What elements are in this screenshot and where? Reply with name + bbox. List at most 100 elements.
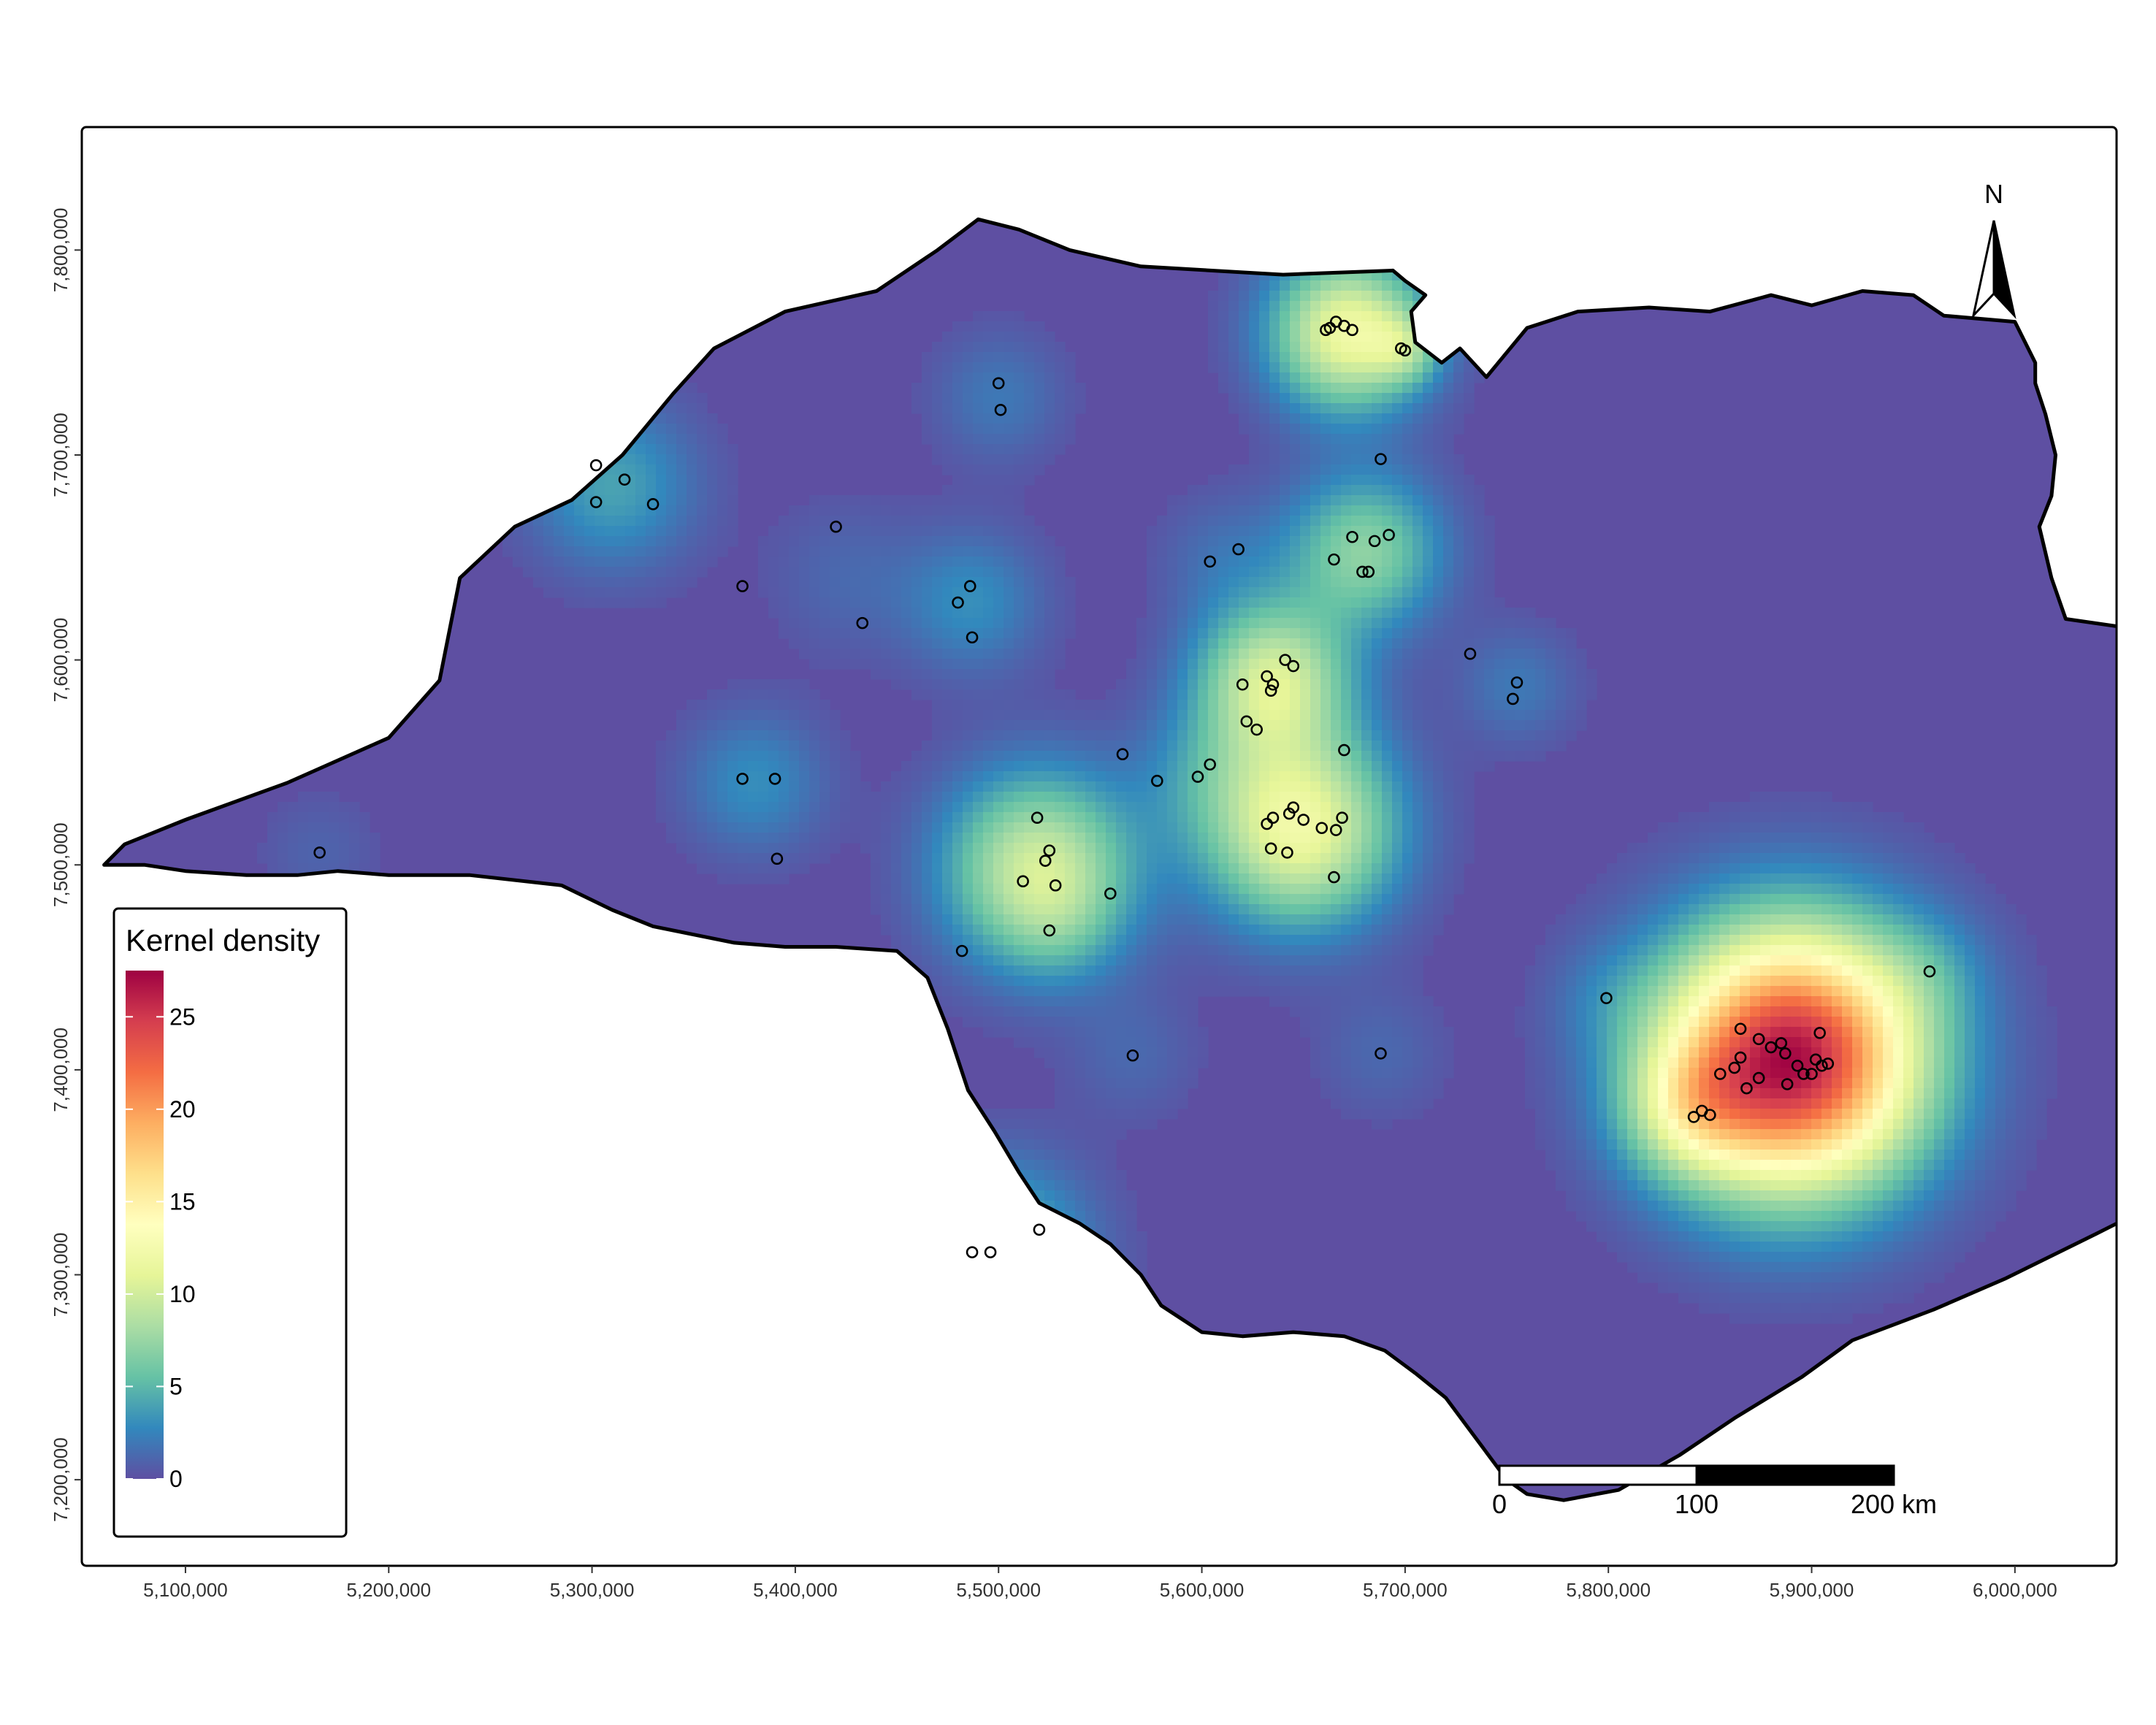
density-cell: [676, 730, 687, 741]
density-cell: [1249, 556, 1260, 567]
density-cell: [1903, 894, 1914, 905]
density-cell: [308, 802, 319, 813]
density-cell: [1188, 546, 1199, 557]
density-cell: [1044, 710, 1055, 721]
density-cell: [1341, 424, 1352, 435]
density-cell: [1096, 904, 1106, 915]
density-cell: [1177, 741, 1188, 751]
density-cell: [1310, 761, 1321, 772]
density-cell: [901, 935, 912, 946]
density-cell: [1382, 669, 1393, 680]
density-cell: [1505, 649, 1515, 659]
density-cell: [1341, 475, 1352, 486]
density-cell: [1433, 812, 1444, 823]
density-cell: [1259, 352, 1270, 363]
density-cell: [799, 792, 810, 803]
density-cell: [1116, 822, 1127, 833]
density-cell: [1065, 751, 1076, 762]
density-cell: [932, 751, 943, 762]
density-cell: [1361, 781, 1372, 792]
density-cell: [1280, 311, 1291, 322]
density-cell: [1453, 454, 1464, 465]
density-cell: [1300, 597, 1311, 608]
density-cell: [1075, 792, 1086, 803]
density-cell: [1351, 761, 1362, 772]
density-cell: [1331, 700, 1342, 711]
density-cell: [973, 352, 984, 363]
density-cell: [922, 638, 933, 649]
density-cell: [1300, 710, 1311, 721]
density-cell: [1177, 689, 1188, 700]
density-cell: [1044, 884, 1055, 895]
density-cell: [1024, 638, 1035, 649]
density-cell: [1525, 741, 1536, 751]
density-cell: [911, 608, 922, 619]
density-cell: [666, 454, 677, 465]
density-cell: [932, 516, 943, 527]
density-cell: [1228, 526, 1239, 537]
density-cell: [901, 597, 912, 608]
density-cell: [1351, 669, 1362, 680]
density-cell: [963, 822, 974, 833]
density-cell: [1300, 730, 1311, 741]
density-cell: [1433, 904, 1444, 915]
density-cell: [1392, 332, 1403, 343]
density-cell: [922, 792, 933, 803]
density-cell: [676, 720, 687, 731]
density-cell: [1372, 342, 1383, 353]
density-cell: [1801, 792, 1812, 803]
density-cell: [1310, 587, 1321, 598]
density-cell: [1269, 587, 1280, 598]
density-cell: [901, 556, 912, 567]
density-cell: [1464, 730, 1475, 741]
density-cell: [911, 873, 922, 884]
density-cell: [1975, 894, 1986, 905]
density-cell: [1801, 853, 1812, 864]
density-cell: [993, 597, 1004, 608]
density-cell: [1044, 689, 1055, 700]
density-cell: [1474, 516, 1485, 527]
density-cell: [891, 812, 902, 823]
density-cell: [922, 567, 933, 578]
density-cell: [1556, 628, 1567, 639]
density-cell: [932, 833, 943, 844]
density-cell: [676, 536, 687, 547]
density-cell: [1341, 935, 1352, 946]
density-cell: [1044, 935, 1055, 946]
density-cell: [963, 546, 974, 557]
density-cell: [1208, 730, 1219, 741]
density-cell: [1566, 914, 1577, 925]
density-cell: [789, 700, 800, 711]
density-cell: [1351, 884, 1362, 895]
density-cell: [1372, 505, 1383, 516]
density-cell: [1566, 700, 1577, 711]
density-cell: [1136, 618, 1147, 629]
density-cell: [952, 659, 963, 670]
density-cell: [1781, 884, 1792, 895]
density-cell: [1136, 873, 1147, 884]
density-cell: [1402, 843, 1413, 854]
density-cell: [1208, 669, 1219, 680]
density-cell: [973, 853, 984, 864]
density-cell: [932, 526, 943, 537]
density-cell: [1188, 853, 1199, 864]
density-cell: [963, 771, 974, 782]
density-cell: [1494, 659, 1505, 670]
density-cell: [1300, 720, 1311, 731]
density-cell: [1055, 608, 1066, 619]
density-cell: [1331, 536, 1342, 547]
density-cell: [932, 761, 943, 772]
density-cell: [799, 822, 810, 833]
density-cell: [911, 536, 922, 547]
density-cell: [1474, 659, 1485, 670]
density-cell: [1729, 914, 1740, 925]
density-cell: [1249, 700, 1260, 711]
density-cell: [1402, 894, 1413, 905]
density-cell: [1607, 873, 1618, 884]
density-cell: [1239, 884, 1250, 895]
density-cell: [1147, 843, 1158, 854]
density-cell: [1320, 291, 1331, 302]
density-cell: [1341, 659, 1352, 670]
density-cell: [1484, 556, 1495, 567]
density-cell: [1310, 546, 1321, 557]
